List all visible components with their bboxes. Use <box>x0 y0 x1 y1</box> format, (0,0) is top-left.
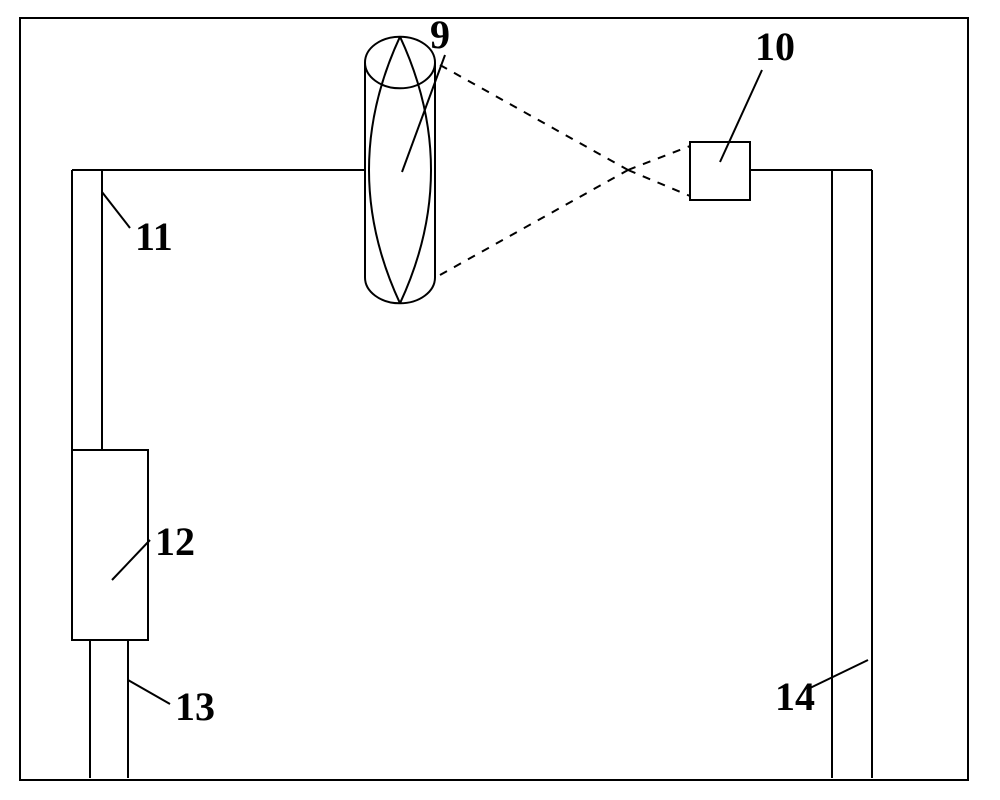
block-component-12 <box>72 450 148 640</box>
leads-13 <box>90 640 128 778</box>
label-10: 10 <box>755 24 795 69</box>
figure-frame <box>20 18 968 780</box>
lens-component-9 <box>365 37 435 304</box>
label-13: 13 <box>175 684 215 729</box>
label-9: 9 <box>430 12 450 57</box>
label-11: 11 <box>135 214 173 259</box>
detector-component-10 <box>690 142 750 200</box>
label-12: 12 <box>155 519 195 564</box>
label-14: 14 <box>775 674 815 719</box>
leader-lines <box>102 55 868 704</box>
connector-11 <box>72 170 365 450</box>
